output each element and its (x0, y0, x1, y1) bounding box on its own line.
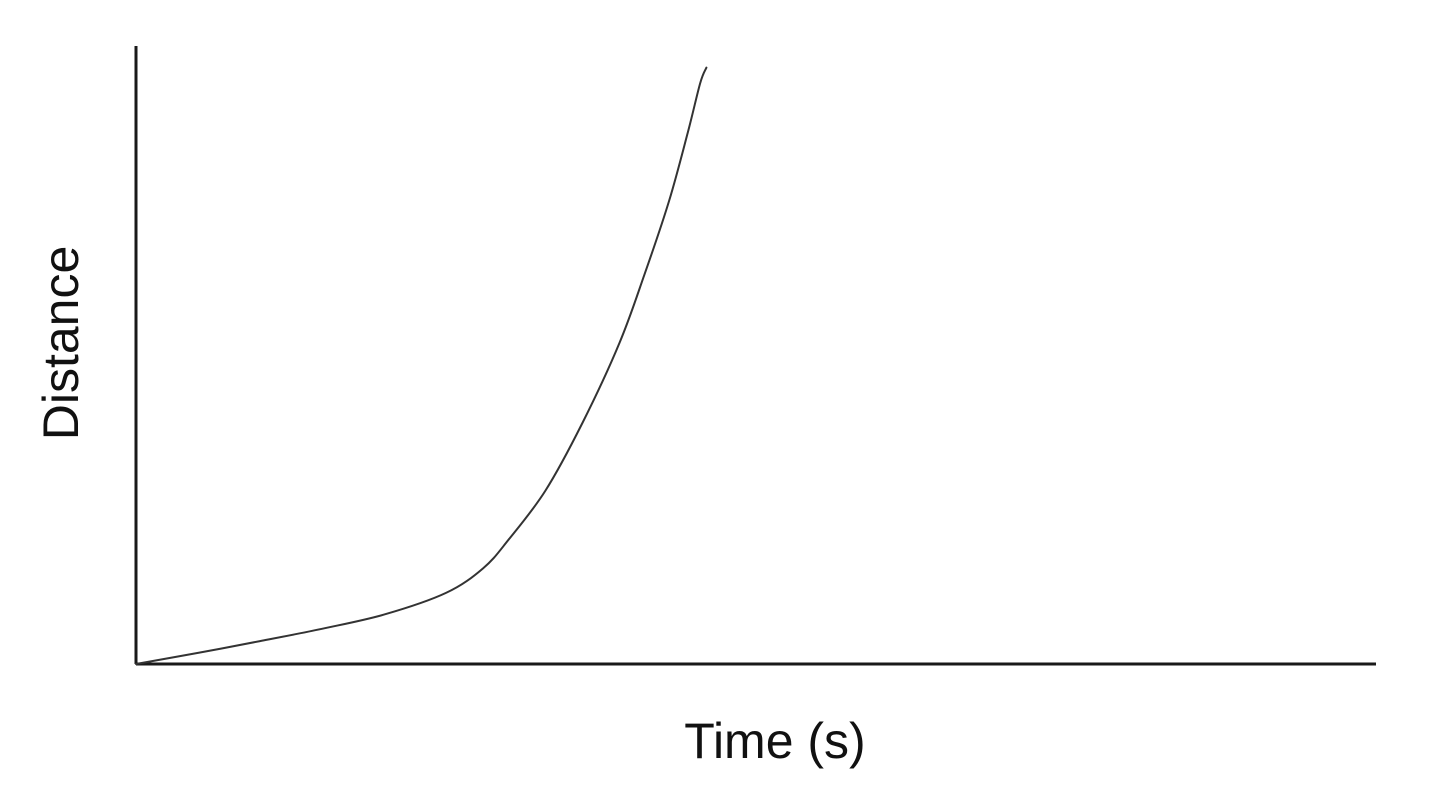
series-layer (135, 66, 708, 665)
axes (134, 46, 1376, 666)
x-axis-label: Time (s) (684, 713, 865, 769)
y-axis-label: Distance (33, 246, 89, 441)
series-line-0 (135, 66, 708, 665)
